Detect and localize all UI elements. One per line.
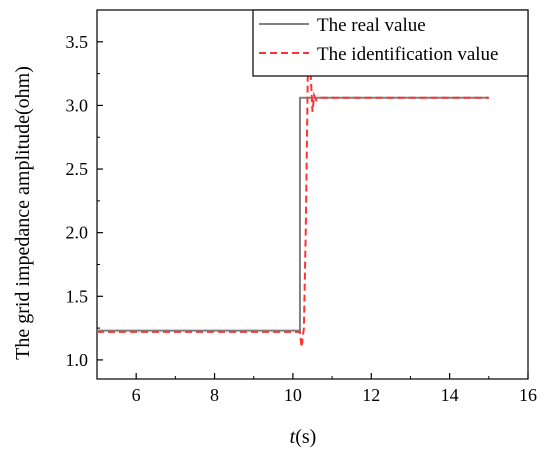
- series-line-2: [97, 44, 489, 348]
- x-axis-label: t(s): [290, 426, 317, 448]
- y-tick-label: 1.5: [66, 286, 89, 306]
- series-line-1: [97, 96, 489, 332]
- legend: The real value The identification value: [252, 9, 529, 77]
- y-tick-label: 3.5: [66, 32, 89, 52]
- x-tick-label: 14: [441, 385, 459, 405]
- y-tick-label: 1.0: [66, 350, 89, 370]
- y-tick-label: 3.0: [66, 95, 89, 115]
- y-tick-label: 2.5: [66, 159, 89, 179]
- y-axis: 1.0 1.5 2.0 2.5 3.0 3.5: [66, 9, 103, 370]
- legend-label-2: The identification value: [317, 44, 498, 65]
- y-tick-label: 2.0: [66, 223, 89, 243]
- x-tick-label: 12: [362, 385, 380, 405]
- series-layer: [97, 44, 489, 348]
- x-tick-label: 16: [519, 385, 537, 405]
- x-tick-label: 6: [132, 385, 141, 405]
- legend-box: [252, 9, 529, 77]
- y-axis-label: The grid impedance amplitude(ohm): [12, 66, 34, 360]
- x-tick-label: 10: [284, 385, 302, 405]
- legend-label-1: The real value: [317, 15, 426, 36]
- x-axis-label-unit: (s): [295, 426, 316, 448]
- x-axis-label-variable: t: [290, 426, 296, 448]
- x-axis: 6 8 10 12 14 16: [96, 373, 537, 405]
- x-tick-label: 8: [210, 385, 219, 405]
